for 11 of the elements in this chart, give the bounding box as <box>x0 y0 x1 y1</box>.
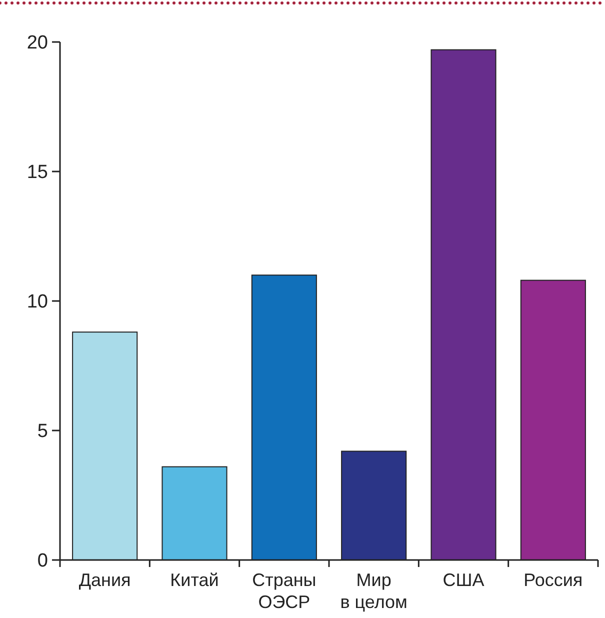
y-tick-label: 15 <box>26 162 48 184</box>
x-tick-label: Россия <box>524 570 583 590</box>
y-tick-label: 5 <box>37 421 48 442</box>
x-tick-label: США <box>442 570 484 590</box>
y-tick-label: 0 <box>37 550 48 572</box>
x-tick-label: Китай <box>170 570 219 590</box>
y-tick-label: 20 <box>26 32 48 54</box>
x-tick-label: Дания <box>78 570 131 590</box>
x-tick-label: Мир в целом <box>340 570 408 612</box>
x-tick-label: Страны ОЭСР <box>252 570 316 612</box>
y-tick-label: 10 <box>26 292 48 313</box>
